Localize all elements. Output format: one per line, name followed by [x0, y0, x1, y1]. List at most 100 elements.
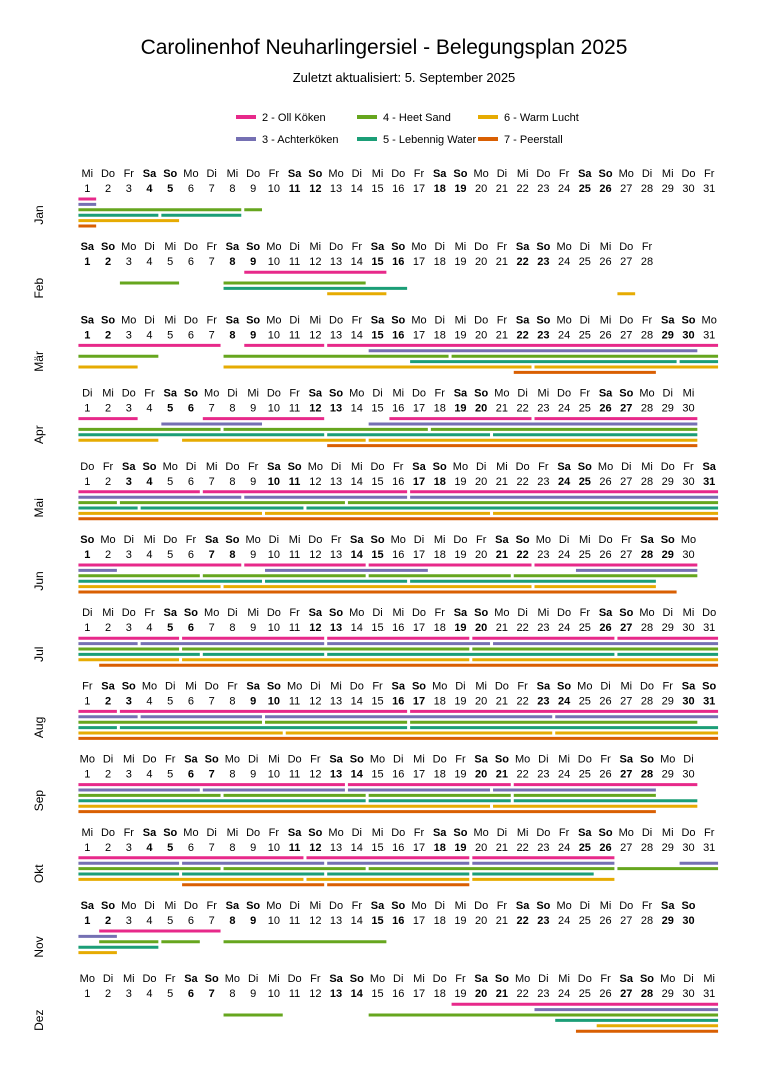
day-number: 4 — [146, 842, 153, 854]
weekday-label: Mo — [287, 680, 302, 692]
day-number: 14 — [351, 842, 363, 854]
day-number: 18 — [434, 403, 446, 415]
weekday-label: Do — [80, 461, 94, 473]
weekday-label: So — [142, 461, 156, 473]
day-number: 18 — [434, 256, 446, 268]
day-number: 24 — [558, 988, 570, 1000]
weekday-label: Di — [331, 461, 341, 473]
day-number: 30 — [682, 549, 694, 561]
weekday-label: Di — [683, 973, 693, 985]
month-label: Okt — [32, 864, 46, 883]
weekday-label: Do — [350, 680, 364, 692]
weekday-label: Di — [642, 168, 652, 180]
weekday-label: Fr — [269, 168, 280, 180]
weekday-label: Sa — [620, 973, 634, 985]
day-number: 14 — [351, 256, 363, 268]
weekday-label: Sa — [702, 461, 716, 473]
weekday-label: Sa — [288, 168, 302, 180]
day-number: 25 — [579, 183, 591, 195]
day-number: 29 — [662, 988, 674, 1000]
day-number: 20 — [475, 183, 487, 195]
weekday-label: Sa — [81, 900, 95, 912]
day-number: 2 — [105, 183, 111, 195]
day-number: 10 — [268, 183, 280, 195]
weekday-label: Mi — [227, 827, 239, 839]
day-number: 1 — [84, 256, 90, 268]
weekday-label: Mo — [660, 973, 675, 985]
day-number: 26 — [599, 915, 611, 927]
weekday-label: Fr — [704, 168, 715, 180]
weekday-label: Sa — [433, 827, 447, 839]
day-number: 3 — [126, 183, 132, 195]
day-number: 24 — [558, 403, 570, 415]
weekday-label: Do — [474, 900, 488, 912]
weekday-label: Sa — [371, 900, 385, 912]
day-number: 20 — [475, 329, 487, 341]
day-number: 14 — [351, 329, 363, 341]
weekday-label: Sa — [433, 168, 447, 180]
legend-label: 5 - Lebennig Water — [383, 134, 476, 146]
weekday-label: Fr — [497, 241, 508, 253]
weekday-label: Di — [435, 241, 445, 253]
day-number: 3 — [126, 549, 132, 561]
weekday-label: Sa — [392, 680, 406, 692]
day-number: 12 — [309, 988, 321, 1000]
day-number: 21 — [496, 329, 508, 341]
weekday-label: Sa — [454, 388, 468, 400]
day-number: 20 — [475, 695, 487, 707]
weekday-label: Mo — [245, 534, 260, 546]
weekday-label: Do — [184, 900, 198, 912]
weekday-label: Fr — [497, 900, 508, 912]
weekday-label: Fr — [414, 827, 425, 839]
day-number: 15 — [371, 256, 383, 268]
weekday-label: Mi — [144, 534, 156, 546]
weekday-label: Fr — [144, 607, 155, 619]
day-number: 6 — [188, 915, 194, 927]
weekday-label: Fr — [414, 168, 425, 180]
weekday-label: Do — [267, 607, 281, 619]
day-number: 27 — [620, 622, 632, 634]
day-number: 10 — [268, 403, 280, 415]
weekday-label: Mi — [164, 314, 176, 326]
day-number: 11 — [289, 769, 300, 781]
month-panel: Dez Mo 1 Di 2 Mi 3 Do 4 Fr 5 Sa 6 So 7 Mo 8 Di 9 Mi 10 Do 11 Fr… — [32, 973, 719, 1033]
day-number: 10 — [268, 988, 280, 1000]
weekday-label: Di — [186, 461, 196, 473]
day-number: 3 — [126, 256, 132, 268]
day-number: 17 — [413, 403, 425, 415]
weekday-label: Mo — [121, 900, 136, 912]
weekday-label: Fr — [476, 534, 487, 546]
weekday-label: Mi — [310, 314, 322, 326]
weekday-label: Do — [640, 680, 654, 692]
day-number: 6 — [188, 403, 194, 415]
weekday-label: So — [661, 534, 675, 546]
day-number: 8 — [229, 622, 235, 634]
day-number: 5 — [167, 256, 173, 268]
day-number: 30 — [682, 403, 694, 415]
day-number: 30 — [682, 988, 694, 1000]
weekday-label: Mi — [123, 754, 135, 766]
day-number: 21 — [496, 256, 508, 268]
day-number: 5 — [167, 988, 173, 1000]
day-number: 15 — [371, 915, 383, 927]
weekday-label: Mo — [702, 314, 717, 326]
weekday-label: Mi — [289, 534, 301, 546]
day-number: 29 — [662, 403, 674, 415]
day-number: 19 — [454, 476, 466, 488]
weekday-label: Mi — [641, 461, 653, 473]
day-number: 6 — [188, 476, 194, 488]
day-number: 21 — [496, 988, 508, 1000]
weekday-label: Mo — [411, 900, 426, 912]
day-number: 25 — [579, 403, 591, 415]
weekday-label: Sa — [516, 314, 530, 326]
day-number: 20 — [475, 622, 487, 634]
day-number: 7 — [209, 183, 215, 195]
day-number: 9 — [250, 695, 256, 707]
weekday-label: Mi — [310, 900, 322, 912]
month-panel: Jun So 1 Mo 2 Di 3 Mi 4 Do 5 Fr 6 Sa 7 So 8 Mo 9 Di 10 Mi 11 Do… — [32, 534, 698, 594]
weekday-label: So — [80, 534, 94, 546]
weekday-label: Sa — [578, 168, 592, 180]
weekday-label: Mo — [204, 388, 219, 400]
day-number: 19 — [454, 915, 466, 927]
weekday-label: Do — [557, 607, 571, 619]
